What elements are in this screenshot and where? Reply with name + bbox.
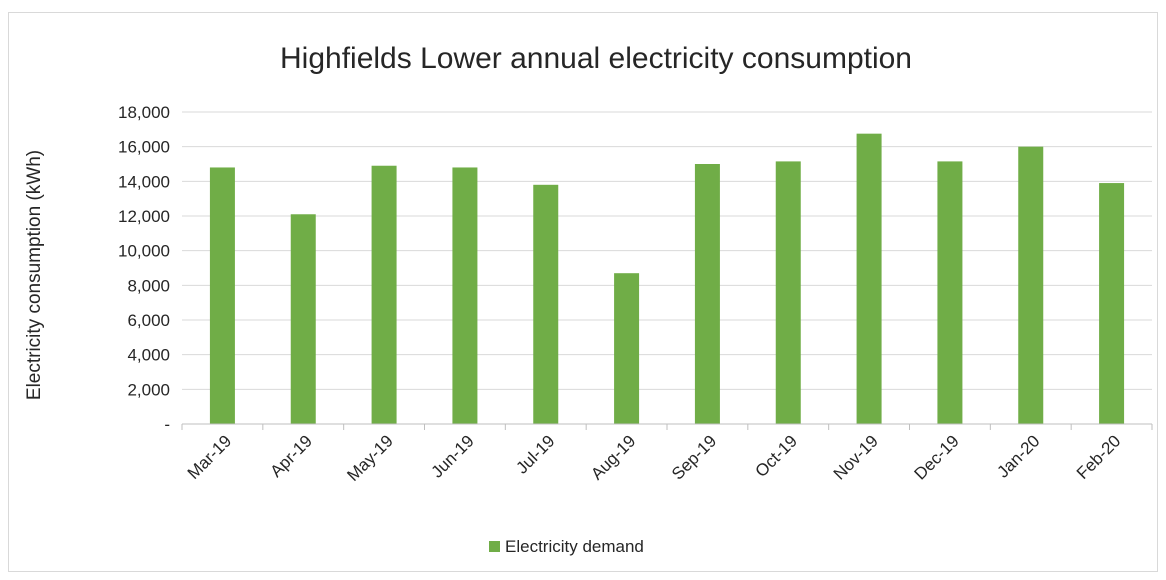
bar-nov-19 [856,133,882,424]
x-tick-label: Oct-19 [752,431,802,481]
x-tick-label: Jun-19 [428,431,478,481]
x-tick-label: Dec-19 [911,431,963,483]
bar-oct-19 [775,161,801,424]
y-tick-label: - [164,415,170,434]
bar-jun-19 [452,167,478,424]
bar-jan-20 [1018,146,1044,424]
y-axis-label: Electricity consumption (kWh) [24,150,45,400]
bar-aug-19 [614,273,640,424]
x-axis [181,423,1153,430]
y-tick-label: 12,000 [118,207,170,226]
bars [209,133,1125,424]
x-tick-label: Sep-19 [668,431,720,483]
y-tick-label: 2,000 [127,380,170,399]
gridlines [182,111,1152,390]
x-tick-label: Feb-20 [1073,431,1125,483]
y-tick-label: 4,000 [127,346,170,365]
y-axis-ticks: - 2,000 4,000 6,000 8,000 10,000 12,000 14,000 1… [118,103,170,434]
bar-may-19 [371,165,397,424]
x-tick-label: Apr-19 [267,431,317,481]
y-tick-label: 6,000 [127,311,170,330]
x-tick-label: Nov-19 [830,431,882,483]
x-axis-ticks: Mar-19 Apr-19 May-19 Jun-19 Jul-19 Aug-19 Sep-… [184,431,1125,485]
y-tick-label: 8,000 [127,276,170,295]
legend-swatch [489,541,500,552]
x-tick-label: Jul-19 [512,431,558,477]
y-tick-label: 10,000 [118,242,170,261]
legend: Electricity demand [489,537,644,556]
bar-apr-19 [290,214,316,424]
x-tick-label: Jan-20 [993,431,1043,481]
y-tick-label: 18,000 [118,103,170,122]
bar-mar-19 [209,167,235,424]
bar-feb-20 [1099,183,1125,424]
chart-title: Highfields Lower annual electricity cons… [280,42,912,75]
y-tick-label: 16,000 [118,138,170,157]
x-tick-label: Mar-19 [184,431,236,483]
bar-dec-19 [937,161,963,424]
x-tick-label: May-19 [343,431,397,485]
bar-jul-19 [533,184,559,424]
chart-frame [8,12,1158,572]
legend-label: Electricity demand [505,537,644,556]
bar-sep-19 [694,164,720,424]
x-tick-label: Aug-19 [587,431,639,483]
y-tick-label: 14,000 [118,172,170,191]
